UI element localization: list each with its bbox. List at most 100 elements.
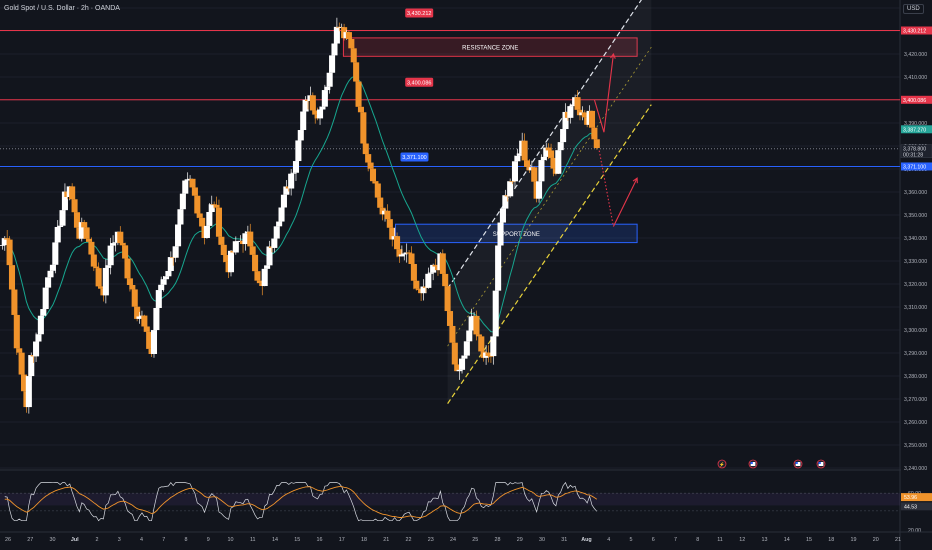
time-tick: 4 xyxy=(140,537,143,543)
flag-canton xyxy=(818,462,821,464)
candle-body xyxy=(478,336,485,352)
rsi-current-tag: 44.53 xyxy=(904,504,917,510)
price-tick: 3,410.000 xyxy=(904,75,927,81)
candle-body xyxy=(196,213,203,218)
price-tick: 3,340.000 xyxy=(904,236,927,242)
candle-body xyxy=(384,210,391,220)
price-tick: 3,250.000 xyxy=(904,443,927,449)
time-tick: 4 xyxy=(607,537,610,543)
rsi-ma-line xyxy=(4,486,598,518)
candle-body xyxy=(49,264,56,271)
time-tick: 25 xyxy=(472,537,478,543)
time-tick: 14 xyxy=(272,537,278,543)
chart-title: Gold Spot / U.S. Dollar · 2h · OANDA xyxy=(4,5,120,12)
candle-body xyxy=(545,147,552,151)
candle-body xyxy=(81,222,88,228)
candle-body xyxy=(71,199,78,213)
candle-body xyxy=(33,341,40,357)
flash-icon-glyph: ⚡ xyxy=(719,461,725,468)
time-tick: 17 xyxy=(339,537,345,543)
time-axis: 26 27 30 Jul 2 3 4 7 8 9 10 11 14 15 16 17 18 21 22 23 24 25 2… xyxy=(0,531,932,543)
channel xyxy=(447,0,652,404)
candle-body xyxy=(167,257,174,271)
time-tick: 15 xyxy=(294,537,300,543)
candle-body xyxy=(490,336,497,357)
candle-body xyxy=(569,104,576,107)
candle-body xyxy=(124,258,131,279)
candle-body xyxy=(492,290,499,337)
candle-body xyxy=(194,195,201,214)
candle-body xyxy=(485,352,492,356)
price-tick: 3,290.000 xyxy=(904,351,927,357)
candle-body xyxy=(162,276,170,280)
countdown-tag: 00:31:28 xyxy=(903,152,923,158)
time-tick: 19 xyxy=(851,537,857,543)
projection-rebound-path xyxy=(612,177,638,227)
price-tick: 3,360.000 xyxy=(904,190,927,196)
candle-body xyxy=(369,168,377,182)
time-tick: 24 xyxy=(450,537,456,543)
time-tick: 29 xyxy=(517,537,523,543)
candle-body xyxy=(302,99,309,112)
candle-body xyxy=(374,183,381,198)
price-tick: 3,260.000 xyxy=(904,420,927,426)
resistance-zone xyxy=(342,37,638,57)
rsi-ma-tag-bg xyxy=(901,493,932,502)
candle-body xyxy=(321,90,328,107)
candle-body xyxy=(502,195,509,209)
candle-body xyxy=(425,273,432,288)
candle-body xyxy=(401,253,408,255)
candle-body xyxy=(13,314,20,349)
close-tag: 3,378.800 xyxy=(903,146,926,152)
price-tick: 3,420.000 xyxy=(904,52,927,58)
candle-body xyxy=(150,330,158,354)
candle-body xyxy=(45,277,52,288)
candle-body xyxy=(73,212,81,228)
rsi-tick-20: 20.00 xyxy=(908,528,921,534)
candle-body xyxy=(463,341,470,356)
candle-body xyxy=(83,227,90,239)
time-tick: 16 xyxy=(317,537,323,543)
candle-body xyxy=(223,255,230,262)
candle-body xyxy=(16,348,23,353)
candle-body xyxy=(540,156,547,161)
projection xyxy=(593,52,638,227)
candle-body xyxy=(389,227,396,240)
candle-body xyxy=(47,270,54,278)
close-tag-bg xyxy=(900,144,932,159)
time-tick: 13 xyxy=(762,537,768,543)
price-tick: 3,350.000 xyxy=(904,213,927,219)
time-tick: 14 xyxy=(784,537,790,543)
support-1-label-bg xyxy=(400,152,429,162)
time-tick: 6 xyxy=(652,537,655,543)
candle-body xyxy=(189,178,196,188)
candle-body xyxy=(95,268,102,287)
candle-body xyxy=(283,186,290,195)
candle-body xyxy=(290,172,297,174)
candle-body xyxy=(360,112,367,144)
candle-body xyxy=(329,55,336,73)
resistance-2-tag: 3,400.086 xyxy=(903,98,926,104)
candle-body xyxy=(319,106,326,110)
candle-body xyxy=(213,204,220,208)
time-tick: 11 xyxy=(717,537,723,543)
candle-body xyxy=(57,225,64,227)
candle-body xyxy=(357,106,364,113)
flag-stripes xyxy=(818,462,824,466)
channel-fill xyxy=(447,0,652,404)
rsi-current-tag-bg xyxy=(901,502,932,511)
time-tick: 30 xyxy=(50,537,56,543)
candle-body xyxy=(107,245,114,266)
time-tick: 15 xyxy=(806,537,812,543)
candle-body xyxy=(182,180,189,194)
candle-body xyxy=(543,147,550,157)
flag-stripes xyxy=(795,462,801,466)
candle-body xyxy=(593,139,600,149)
candle-body xyxy=(153,307,160,331)
candle-body xyxy=(160,279,167,285)
candle-body xyxy=(4,238,11,240)
currency-badge[interactable]: USD xyxy=(903,4,924,14)
candle-body xyxy=(184,179,191,181)
